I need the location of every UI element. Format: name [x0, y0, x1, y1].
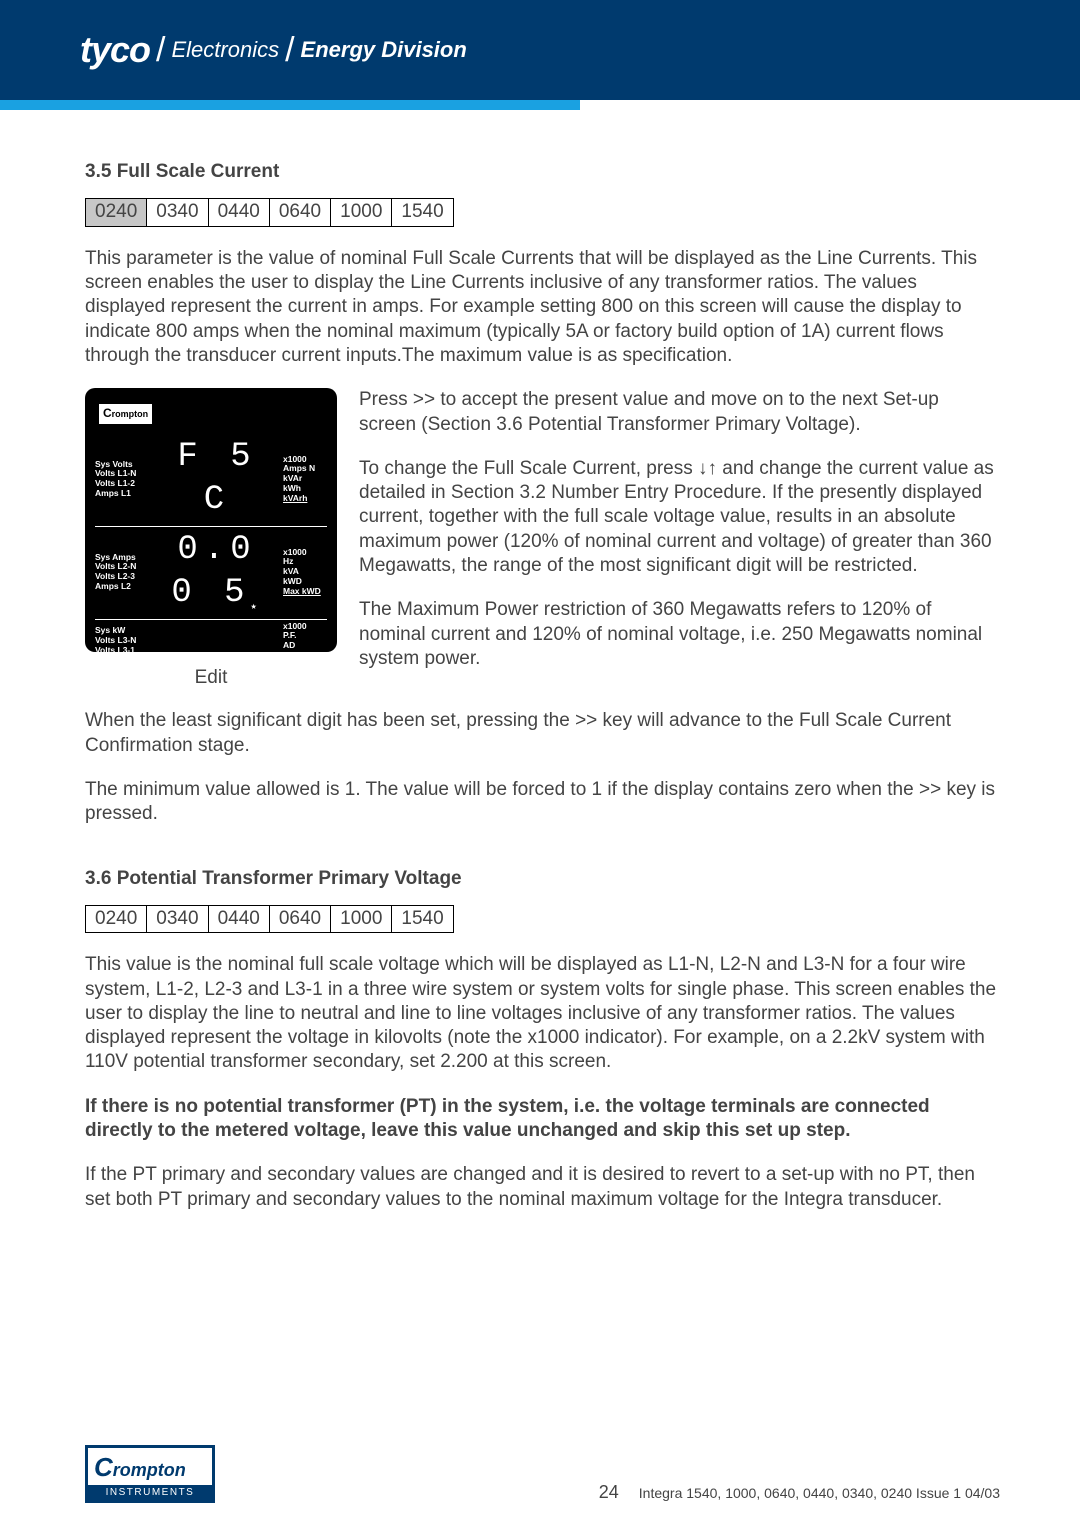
- header-separator: /: [156, 31, 165, 70]
- device-right-labels: x1000Amps NkVArkWhkVArh: [283, 455, 327, 504]
- crompton-logo-text: Crompton: [94, 1452, 206, 1483]
- code-cell: 0640: [270, 199, 331, 225]
- device-buttons: ↓↑ ≫: [95, 683, 327, 705]
- code-cell: 0240: [86, 906, 147, 932]
- brand-logo: tyco: [80, 29, 150, 71]
- code-cell: 1000: [331, 906, 392, 932]
- code-row-35: 0240 0340 0440 0640 1000 1540: [85, 198, 454, 226]
- crompton-logo: Crompton INSTRUMENTS: [85, 1445, 215, 1503]
- code-cell: 1540: [392, 199, 452, 225]
- header-sub-2: Energy Division: [301, 37, 467, 63]
- code-cell: 0340: [147, 906, 208, 932]
- device-right-labels: x1000HzkVAkWDMax kWD: [283, 548, 327, 597]
- paragraph: This value is the nominal full scale vol…: [85, 953, 1000, 1075]
- accent-stripe: [0, 100, 580, 110]
- header-separator: /: [285, 31, 294, 70]
- code-row-36: 0240 0340 0440 0640 1000 1540: [85, 905, 454, 933]
- code-cell: 0340: [147, 199, 208, 225]
- paragraph: Press >> to accept the present value and…: [359, 388, 1000, 437]
- device-brand: Crompton: [99, 404, 152, 423]
- device-left-labels: Sys VoltsVolts L1-NVolts L1-2Amps L1: [95, 460, 151, 499]
- updown-button[interactable]: ↓↑: [151, 683, 185, 705]
- page-footer: Crompton INSTRUMENTS 24 Integra 1540, 10…: [85, 1445, 1000, 1503]
- paragraph: The minimum value allowed is 1. The valu…: [85, 778, 1000, 827]
- paragraph: If the PT primary and secondary values a…: [85, 1163, 1000, 1212]
- header-sub-1: Electronics: [171, 37, 279, 63]
- device-row-2: Sys AmpsVolts L2-NVolts L2-3Amps L2 0.0 …: [95, 527, 327, 620]
- section-heading-36: 3.6 Potential Transformer Primary Voltag…: [85, 867, 1000, 891]
- paragraph: To change the Full Scale Current, press …: [359, 457, 1000, 579]
- doc-info: Integra 1540, 1000, 0640, 0440, 0340, 02…: [639, 1485, 1000, 1501]
- device-left-labels: Sys AmpsVolts L2-NVolts L2-3Amps L2: [95, 553, 151, 592]
- page-number: 24: [599, 1482, 619, 1503]
- paragraph: The Maximum Power restriction of 360 Meg…: [359, 598, 1000, 671]
- device-display-1: F 5 C: [151, 436, 283, 523]
- code-cell: 0440: [209, 199, 270, 225]
- device-display-2: 0.0 0 5★: [151, 529, 283, 616]
- code-cell: 0640: [270, 906, 331, 932]
- header-band: tyco / Electronics / Energy Division: [0, 0, 1080, 100]
- paragraph: When the least significant digit has bee…: [85, 709, 1000, 758]
- device-row-1: Sys VoltsVolts L1-NVolts L1-2Amps L1 F 5…: [95, 434, 327, 527]
- code-cell: 0440: [209, 906, 270, 932]
- paragraph: This parameter is the value of nominal F…: [85, 247, 1000, 369]
- paragraph-bold: If there is no potential transformer (PT…: [85, 1095, 1000, 1144]
- device-left-labels: Sys kWVolts L3-NVolts L3-1Amps L3: [95, 626, 151, 665]
- page-content: 3.5 Full Scale Current 0240 0340 0440 06…: [0, 100, 1080, 1212]
- device-column: Crompton Sys VoltsVolts L1-NVolts L1-2Am…: [85, 388, 337, 691]
- device-right-labels: x1000P.F.ADMax AD%THD: [283, 622, 327, 671]
- code-cell: 1540: [392, 906, 452, 932]
- code-cell: 0240: [86, 199, 147, 225]
- next-button[interactable]: ≫: [237, 683, 271, 705]
- device-display: Crompton Sys VoltsVolts L1-NVolts L1-2Am…: [85, 388, 337, 652]
- text-column: Press >> to accept the present value and…: [359, 388, 1000, 691]
- code-cell: 1000: [331, 199, 392, 225]
- section-heading-35: 3.5 Full Scale Current: [85, 160, 1000, 184]
- page-footer-info: 24 Integra 1540, 1000, 0640, 0440, 0340,…: [599, 1482, 1000, 1503]
- crompton-logo-sub: INSTRUMENTS: [88, 1485, 212, 1500]
- device-and-text: Crompton Sys VoltsVolts L1-NVolts L1-2Am…: [85, 388, 1000, 691]
- device-row-3: Sys kWVolts L3-NVolts L3-1Amps L3 x1000P…: [95, 620, 327, 674]
